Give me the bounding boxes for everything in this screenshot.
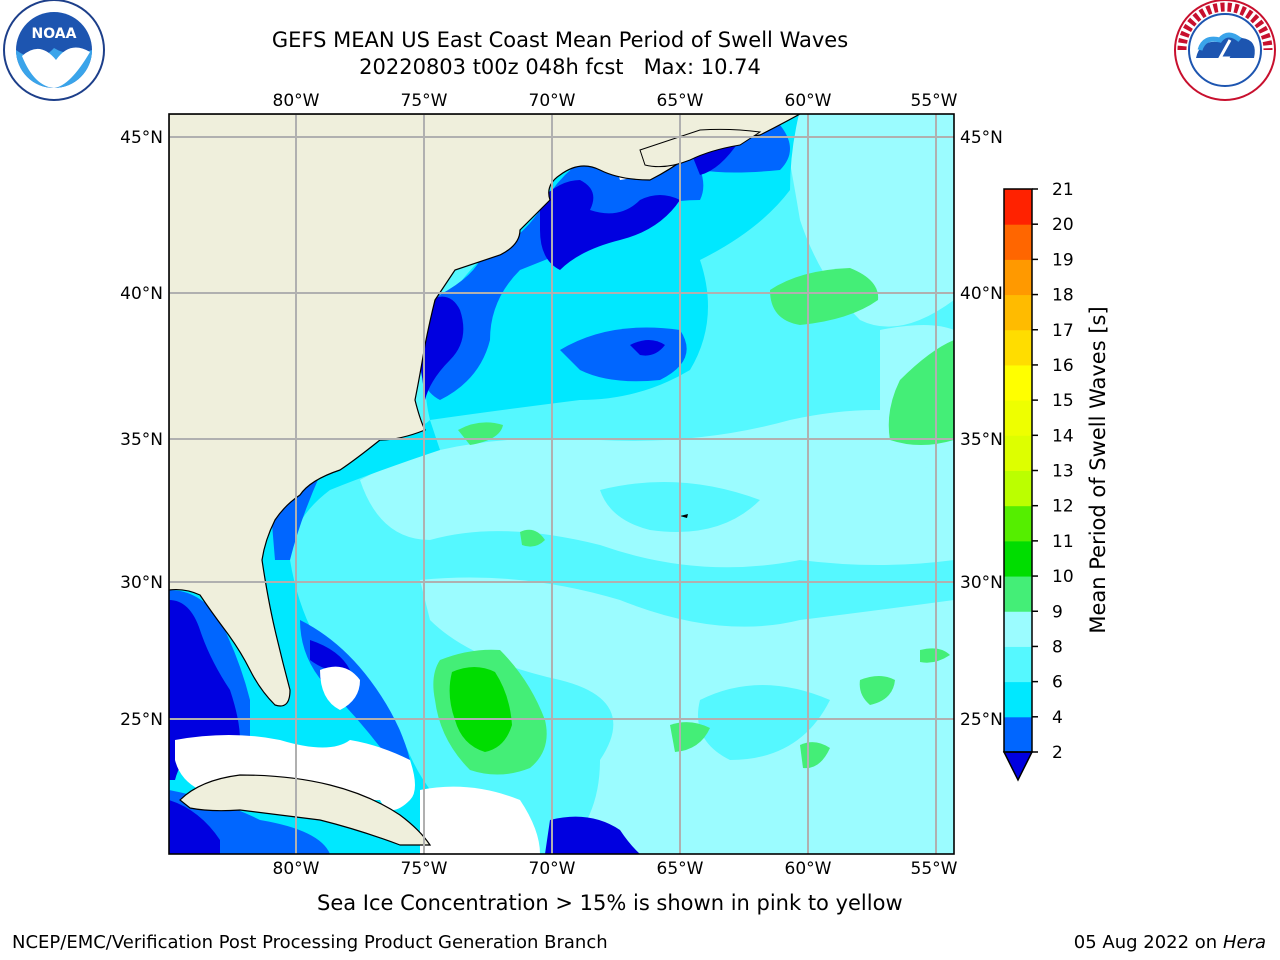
colorbar-segment [1004,540,1032,577]
colorbar-segment [1004,470,1032,507]
lat-label: 45°N [960,128,1003,148]
lat-label: 30°N [960,573,1003,593]
lon-label: 55°W [911,859,958,879]
colorbar-segment [1004,435,1032,471]
lat-label: 30°N [120,573,163,593]
lon-label: 75°W [401,91,448,111]
colorbar-extend-arrow [1002,751,1034,782]
lon-labels-top: 80°W 75°W 70°W 65°W 60°W 55°W [273,91,958,111]
colorbar-segment [1004,505,1032,542]
field-9-10s [520,529,545,547]
lon-label: 65°W [657,91,704,111]
colorbar-tick-label: 4 [1052,708,1063,728]
field-below-2s [310,640,350,672]
colorbar-tick-label: 20 [1052,215,1074,235]
colorbar-tick-label: 10 [1052,567,1074,587]
colorbar-segment [1004,400,1032,436]
map-field [169,114,954,854]
lon-labels-bottom: 80°W 75°W 70°W 65°W 60°W 55°W [273,859,958,879]
land-bermuda [680,514,688,518]
sea-ice-caption: Sea Ice Concentration > 15% is shown in … [317,891,903,915]
colorbar-label: Mean Period of Swell Waves [s] [1086,306,1110,633]
lat-label: 40°N [120,284,163,304]
colorbar-segment [1004,294,1032,331]
field-9-10s [770,268,879,325]
colorbar-segment [1004,259,1032,296]
lat-label: 25°N [960,710,1003,730]
lat-labels-right: 45°N 40°N 35°N 30°N 25°N [960,128,1003,730]
map-title: GEFS MEAN US East Coast Mean Period of S… [271,28,849,52]
colorbar-segment [1004,329,1032,366]
field-below-2s [169,800,220,854]
gridlines [169,114,954,854]
run-date-text: 05 Aug 2022 on [1073,932,1218,953]
lat-labels-left: 45°N 40°N 35°N 30°N 25°N [120,128,163,730]
forecast-subtitle: 20220803 t00z 048h fcst Max: 10.74 [359,55,761,79]
colorbar-segment [1004,364,1032,401]
lon-label: 80°W [273,859,320,879]
lat-label: 25°N [120,710,163,730]
colorbar-segment [1004,576,1032,612]
colorbar-segment [1004,681,1032,718]
field-below-2s [630,340,665,356]
machine-name: Hera [1222,932,1266,953]
noaa-logo: NOAA [3,0,105,101]
colorbar: 2 4 6 8 9 10 11 12 13 14 15 16 17 18 19 20 21 [1002,180,1074,782]
run-date: 05 Aug 2022 on Hera [1074,931,1266,955]
field-below-2s [545,816,640,854]
colorbar-tick-label: 19 [1052,250,1074,270]
lon-label: 70°W [529,91,576,111]
land-north-america [169,114,801,707]
field-6-8s [698,685,830,760]
colorbar-tick-label: 11 [1052,532,1074,552]
colorbar-tick-label: 12 [1052,497,1074,517]
colorbar-tick-label: 9 [1052,602,1063,622]
no-data-area [320,666,360,710]
lat-label: 40°N [960,284,1003,304]
lon-label: 75°W [401,859,448,879]
colorbar-tick-label: 17 [1052,321,1074,341]
colorbar-tick-label: 14 [1052,426,1074,446]
field-below-2s [540,180,680,270]
map-frame [168,113,955,855]
lat-label: 45°N [120,128,163,148]
colorbar-segment [1004,716,1032,753]
lon-label: 70°W [529,859,576,879]
lat-label: 35°N [960,430,1003,450]
colorbar-tick-label: 18 [1052,286,1074,306]
colorbar-tick-label: 2 [1052,743,1063,763]
lon-label: 65°W [657,859,704,879]
field-2-4s [420,140,704,400]
colorbar-segment [1004,611,1032,647]
lon-label: 80°W [273,91,320,111]
lon-label: 55°W [911,91,958,111]
field-9-10s [888,340,954,445]
colorbar-tick-label: 15 [1052,391,1074,411]
land-canada-islands [639,128,762,168]
producer-credit: NCEP/EMC/Verification Post Processing Pr… [12,932,608,953]
no-data-area [420,786,540,854]
colorbar-tick-label: 13 [1052,462,1074,482]
lat-label: 35°N [120,430,163,450]
field-below-2s [420,296,464,400]
lon-label: 60°W [785,91,832,111]
colorbar-segment [1004,189,1032,225]
colorbar-tick-label: 21 [1052,180,1074,200]
colorbar-tick-label: 6 [1052,673,1063,693]
field-9-10s [859,676,895,705]
colorbar-tick-label: 8 [1052,637,1063,657]
lon-label: 60°W [785,859,832,879]
noaa-logo-text: NOAA [32,26,77,42]
colorbar-segment [1004,646,1032,683]
field-8-9s [420,577,954,854]
field-10-11s [449,667,512,752]
land-cuba [179,774,432,846]
colorbar-tick-label: 16 [1052,356,1074,376]
colorbar-segment [1004,224,1032,260]
field-below-2s [169,600,240,780]
nws-logo [1174,0,1276,101]
